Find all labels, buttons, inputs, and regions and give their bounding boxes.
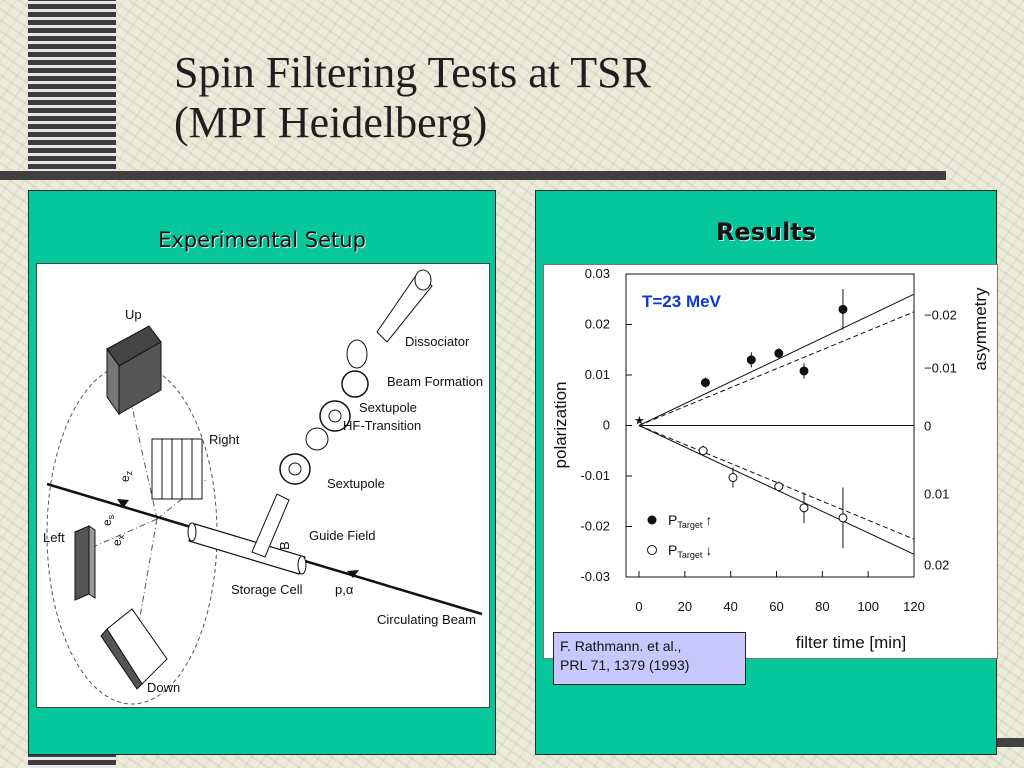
y-tick-label: 0.03 <box>585 266 610 281</box>
results-heading: Results <box>715 218 817 246</box>
label-right: Right <box>209 432 240 447</box>
slide-title-line2: (MPI Heidelberg) <box>174 98 488 147</box>
citation-line2: PRL 71, 1379 (1993) <box>560 657 690 673</box>
data-point-up <box>700 378 710 388</box>
legend: PTarget ↑ PTarget ↓ <box>647 512 712 560</box>
y2-tick-label: 0.01 <box>924 487 949 502</box>
slide-title-line1: Spin Filtering Tests at TSR <box>174 48 651 97</box>
fit-line-dashed <box>638 311 915 426</box>
y2-tick-label: 0 <box>924 419 931 434</box>
y2-axis-label: asymmetry <box>971 287 990 371</box>
data-point-up <box>746 355 756 365</box>
fit-line-dashed <box>638 425 915 540</box>
citation-line1: F. Rathmann. et al., <box>560 638 682 654</box>
label-e-x: ex <box>110 534 126 546</box>
label-down: Down <box>147 680 180 695</box>
sextupole-stack <box>279 269 433 485</box>
data-point-down <box>774 482 784 492</box>
storage-cell <box>187 522 307 575</box>
label-sextupole-1: Sextupole <box>359 400 417 415</box>
y-tick-label: -0.03 <box>580 569 610 584</box>
detector-up <box>106 325 162 416</box>
label-guide-field: Guide Field <box>309 528 375 543</box>
y-tick-label: 0.02 <box>585 317 610 332</box>
axis-line-up <box>126 383 158 520</box>
x-tick-label: 40 <box>723 599 737 614</box>
axis-line-down <box>136 518 158 635</box>
y-tick-label: 0.01 <box>585 367 610 382</box>
detector-right <box>151 438 203 500</box>
x-tick-label: 120 <box>903 599 925 614</box>
label-sextupole-2: Sextupole <box>327 476 385 491</box>
label-storage-cell: Storage Cell <box>231 582 303 597</box>
label-e-z: ez <box>118 470 134 482</box>
label-dissociator: Dissociator <box>405 334 470 349</box>
data-point-up <box>838 304 848 314</box>
y2-tick-label: 0.02 <box>924 557 949 572</box>
label-b-field: B <box>277 541 292 550</box>
label-up: Up <box>125 307 142 322</box>
legend-label-up: PTarget ↑ <box>668 512 712 530</box>
data-point-down <box>728 473 738 483</box>
setup-diagram-box: Up Right Left Down Dissociator Beam Form… <box>36 263 490 708</box>
label-left: Left <box>43 530 65 545</box>
chart-annotation: T=23 MeV <box>642 292 722 311</box>
y-tick-label: 0 <box>603 418 610 433</box>
label-circulating-beam: Circulating Beam <box>377 612 476 627</box>
citation-box: F. Rathmann. et al., PRL 71, 1379 (1993) <box>553 632 746 685</box>
x-tick-label: 20 <box>678 599 692 614</box>
data-point-down <box>838 513 848 523</box>
detector-left <box>74 525 96 601</box>
fit-line-solid <box>638 293 915 426</box>
data-point-down <box>698 446 708 456</box>
legend-marker-down <box>647 545 657 555</box>
y-tick-label: -0.02 <box>580 519 610 534</box>
label-hf-transition: HF-Transition <box>343 418 421 433</box>
results-chart-box: 0 20 40 60 80 100 120 0.03 0.02 0.01 0 -0.01 -0.02 -0… <box>543 264 998 659</box>
y-tick-label: -0.01 <box>580 468 610 483</box>
bottom-divider-line <box>985 738 1024 747</box>
y-axis-label: polarization <box>551 382 570 469</box>
beam-arrow-icon <box>117 499 129 508</box>
data-point-down <box>799 503 809 513</box>
x-tick-label: 80 <box>815 599 829 614</box>
x-axis-label: filter time [min] <box>796 633 907 652</box>
x-tick-label: 60 <box>769 599 783 614</box>
setup-diagram: Up Right Left Down Dissociator Beam Form… <box>43 269 483 705</box>
polarization-chart: 0 20 40 60 80 100 120 0.03 0.02 0.01 0 -0.01 -0.02 -0… <box>551 266 990 652</box>
label-beam-formation: Beam Formation <box>387 374 483 389</box>
data-point-up <box>799 366 809 376</box>
x-tick-label: 100 <box>857 599 879 614</box>
detector-down <box>100 608 168 690</box>
title-divider-line <box>0 171 946 180</box>
feed-tube <box>251 493 290 558</box>
y2-tick-label: −0.01 <box>924 360 957 375</box>
legend-marker-up <box>647 515 657 525</box>
reference-star-icon: ★ <box>634 413 645 427</box>
axis-line-left <box>76 518 158 555</box>
label-p-alpha: p,α <box>335 582 354 597</box>
experimental-setup-heading: Experimental Setup <box>158 228 366 252</box>
decorative-sidebar-pattern <box>28 0 116 180</box>
label-e-s: es <box>100 514 116 526</box>
beam-arrow-icon <box>347 570 359 578</box>
x-tick-label: 0 <box>635 599 642 614</box>
data-point-up <box>774 348 784 358</box>
y2-tick-label: −0.02 <box>924 307 957 322</box>
legend-label-down: PTarget ↓ <box>668 542 712 560</box>
slide-title: Spin Filtering Tests at TSR (MPI Heidelb… <box>174 48 651 148</box>
